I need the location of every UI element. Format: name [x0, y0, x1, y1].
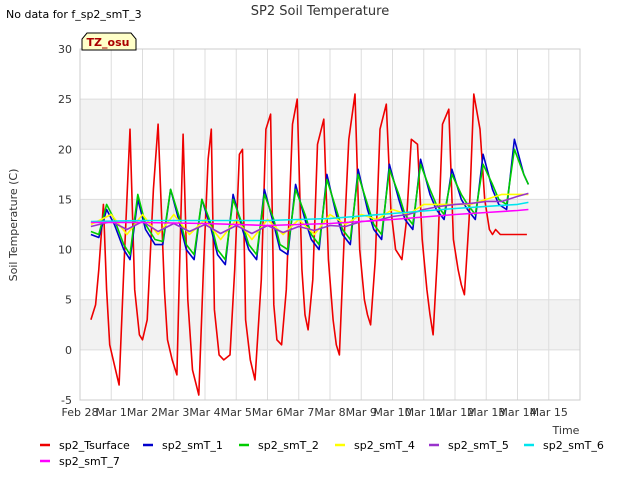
x-tick-label: Mar 8	[314, 406, 345, 419]
legend-item-sp2_smT_1: sp2_smT_1	[143, 439, 223, 452]
series-line-sp2_Tsurface	[90, 93, 527, 396]
legend-label: sp2_smT_2	[258, 439, 319, 452]
legend-item-sp2_smT_4: sp2_smT_4	[335, 439, 415, 452]
legend-label: sp2_Tsurface	[59, 439, 130, 452]
y-tick-label: 0	[65, 344, 72, 357]
y-tick-label: 15	[58, 193, 72, 206]
x-tick-label: Mar 3	[158, 406, 189, 419]
x-tick-label: Mar 15	[530, 406, 568, 419]
chart-title: SP2 Soil Temperature	[251, 4, 389, 19]
x-tick-label: Mar 5	[221, 406, 252, 419]
x-tick-label: Mar 7	[283, 406, 314, 419]
plot-frame	[79, 48, 581, 401]
tz-badge-label: TZ_osu	[87, 36, 130, 49]
series-line-sp2_smT_5	[90, 192, 529, 235]
x-tick-label: Mar 2	[127, 406, 158, 419]
x-tick-label: Mar 11	[405, 406, 443, 419]
legend-item-sp2_smT_5: sp2_smT_5	[429, 439, 509, 452]
x-axis-title: Time	[552, 424, 580, 437]
x-tick-label: Mar 6	[252, 406, 283, 419]
no-data-note: No data for f_sp2_smT_3	[6, 8, 142, 21]
y-tick-label: 10	[58, 244, 72, 257]
legend-label: sp2_smT_1	[162, 439, 223, 452]
x-tick-label: Mar 13	[467, 406, 505, 419]
legend-item-sp2_smT_2: sp2_smT_2	[239, 439, 319, 452]
legend-item-sp2_Tsurface: sp2_Tsurface	[40, 439, 130, 452]
series-lines	[90, 93, 530, 396]
x-tick-label: Feb 28	[62, 406, 99, 419]
x-tick-label: Mar 4	[189, 406, 220, 419]
y-tick-label: 25	[58, 93, 72, 106]
tz-badge: TZ_osu	[81, 32, 137, 51]
legend-label: sp2_smT_5	[448, 439, 509, 452]
legend: sp2_Tsurface sp2_smT_1 sp2_smT_2 sp2_smT_4 s…	[40, 439, 604, 468]
legend-label: sp2_smT_4	[354, 439, 415, 452]
x-tick-label: Mar 1	[96, 406, 127, 419]
x-tick-label: Mar 10	[373, 406, 411, 419]
y-tick-label: -5	[61, 394, 72, 407]
x-tick-label: Mar 12	[436, 406, 474, 419]
tz-badge-box	[81, 32, 137, 51]
y-tick-label: 30	[58, 43, 72, 56]
x-tick-label: Mar 14	[498, 406, 536, 419]
y-tick-label: 20	[58, 143, 72, 156]
legend-label: sp2_smT_7	[59, 455, 120, 468]
legend-item-sp2_smT_7: sp2_smT_7	[40, 455, 120, 468]
x-tick-label: Mar 9	[346, 406, 377, 419]
legend-item-sp2_smT_6: sp2_smT_6	[524, 439, 604, 452]
series-line-sp2_smT_7	[90, 208, 529, 227]
y-axis-title: Soil Temperature (C)	[7, 169, 20, 282]
legend-label: sp2_smT_6	[543, 439, 604, 452]
series-line-sp2_smT_6	[90, 201, 529, 223]
y-tick-labels: -5 0 5 10 15 20 25 30	[58, 43, 72, 407]
y-tick-label: 5	[65, 294, 72, 307]
